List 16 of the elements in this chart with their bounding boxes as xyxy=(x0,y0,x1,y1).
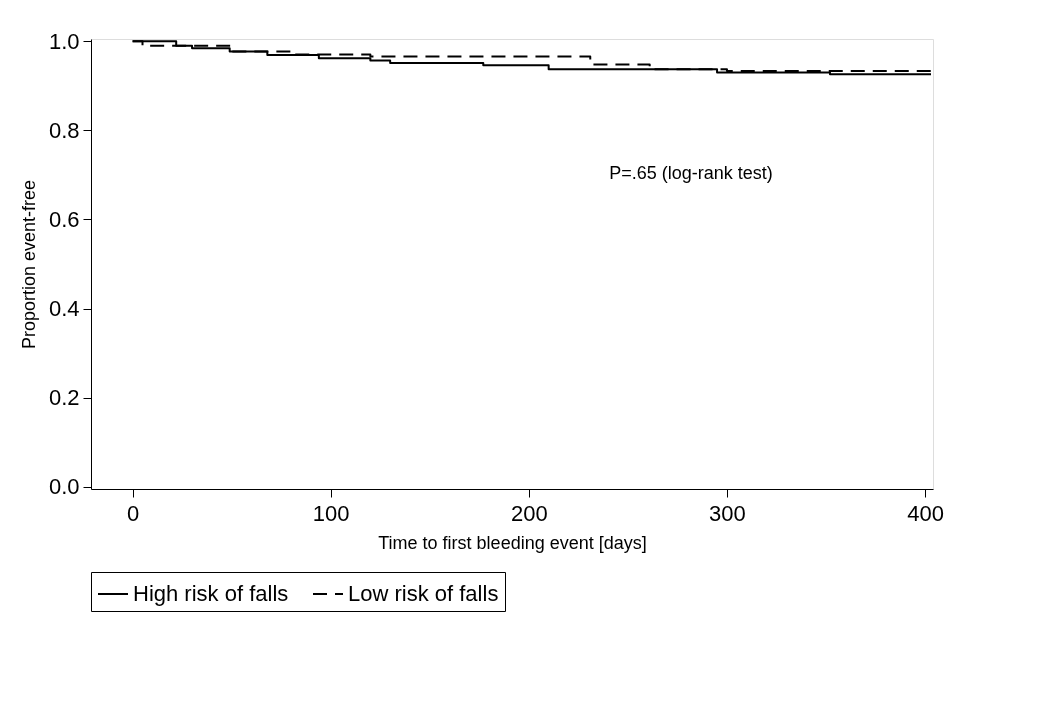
y-tick-label: 0.4 xyxy=(48,296,80,322)
x-axis-title: Time to first bleeding event [days] xyxy=(378,532,647,553)
y-tick-label: 0.6 xyxy=(48,206,80,232)
x-tick-label: 300 xyxy=(709,500,746,526)
x-tick-label: 400 xyxy=(907,500,944,526)
y-tick-label: 0.8 xyxy=(48,117,80,143)
x-tick-label: 100 xyxy=(312,500,350,526)
legend-label: Low risk of falls xyxy=(348,581,499,606)
y-tick-label: 1.0 xyxy=(48,28,80,54)
y-axis-title: Proportion event-free xyxy=(18,179,39,350)
legend-label: High risk of falls xyxy=(133,581,289,606)
y-tick-label: 0.2 xyxy=(48,385,80,411)
annotation: P=.65 (log-rank test) xyxy=(609,163,773,183)
x-tick-label: 200 xyxy=(510,500,548,526)
y-tick-label: 0.0 xyxy=(48,474,80,500)
x-tick-label: 0 xyxy=(126,500,140,526)
